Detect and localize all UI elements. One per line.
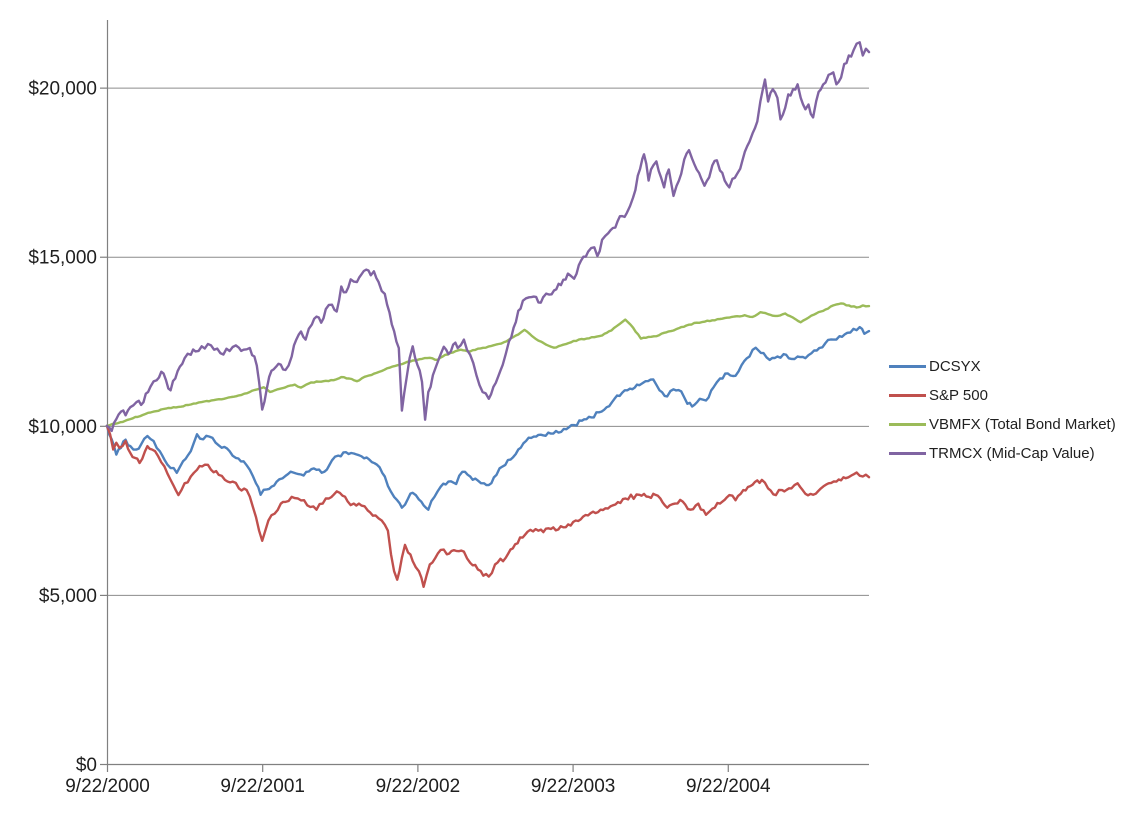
y-axis-label: $15,000 — [28, 248, 97, 269]
legend-label: S&P 500 — [929, 387, 988, 404]
x-axis-label: 9/22/2000 — [65, 776, 150, 797]
legend-label: DCSYX — [929, 358, 981, 375]
legend-item-vbmfx-total-bond-market: VBMFX (Total Bond Market) — [889, 410, 1116, 439]
y-axis-label: $20,000 — [28, 79, 97, 100]
series-line-s-p-500 — [105, 424, 871, 588]
legend-item-trmcx-mid-cap-value: TRMCX (Mid-Cap Value) — [889, 439, 1116, 468]
series-line-vbmfx-total-bond-market — [105, 302, 871, 427]
legend-item-s-p-500: S&P 500 — [889, 381, 1116, 410]
legend-swatch — [889, 365, 926, 368]
legend-swatch — [889, 423, 926, 426]
y-axis-label: $5,000 — [39, 586, 97, 607]
series-line-dcsyx — [105, 325, 871, 511]
x-axis-label: 9/22/2002 — [376, 776, 461, 797]
legend-swatch — [889, 394, 926, 397]
y-axis-label: $0 — [76, 755, 97, 776]
x-axis-label: 9/22/2001 — [220, 776, 305, 797]
legend-swatch — [889, 452, 926, 455]
legend-label: TRMCX (Mid-Cap Value) — [929, 445, 1095, 462]
series-line-trmcx-mid-cap-value — [105, 41, 871, 433]
chart-legend: DCSYX S&P 500 VBMFX (Total Bond Market) TRM… — [889, 352, 1116, 468]
legend-item-dcsyx: DCSYX — [889, 352, 1116, 381]
y-axis-label: $10,000 — [28, 417, 97, 438]
x-axis-label: 9/22/2004 — [686, 776, 771, 797]
x-axis-label: 9/22/2003 — [531, 776, 616, 797]
legend-label: VBMFX (Total Bond Market) — [929, 416, 1116, 433]
